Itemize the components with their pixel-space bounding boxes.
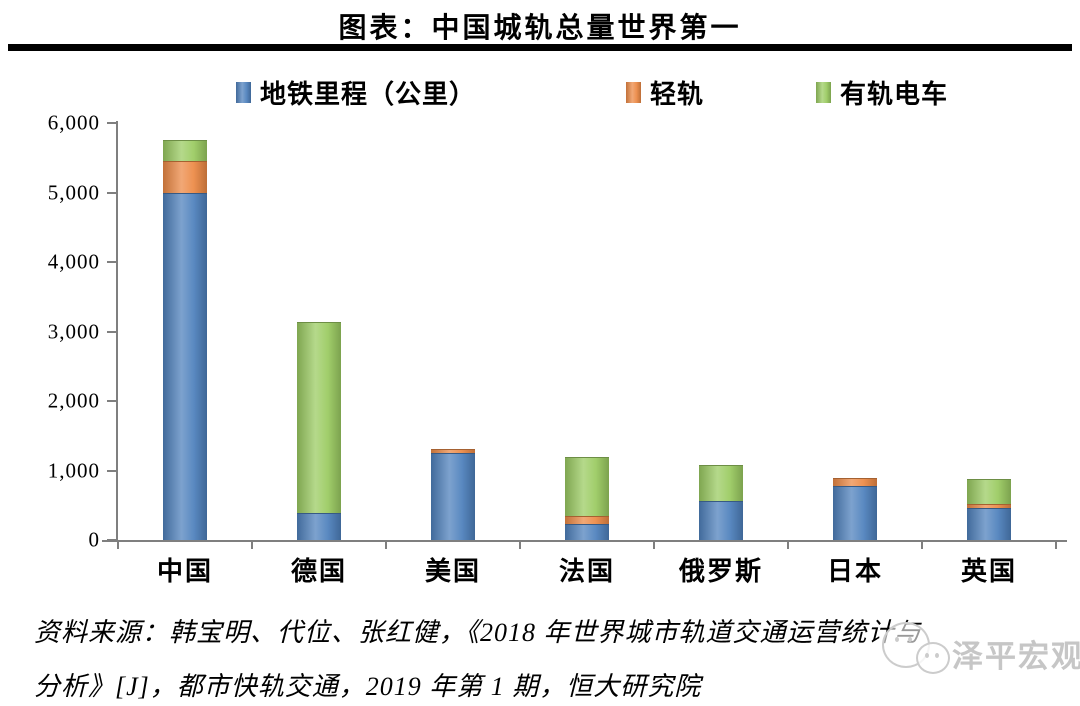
y-tick-label: 2,000	[47, 388, 100, 413]
title-divider	[8, 44, 1072, 51]
x-tick-mark	[519, 542, 521, 549]
y-tick-mark	[107, 261, 116, 263]
source-line-1: 资料来源：韩宝明、代位、张红健，《2018 年世界城市轨道交通运营统计与	[34, 618, 922, 647]
logo-eye-icon	[935, 653, 939, 658]
bar-segment-tram-4	[699, 464, 743, 502]
bar-segment-metro-6	[967, 508, 1011, 540]
y-tick-mark	[107, 191, 116, 194]
x-tick-mark	[251, 542, 253, 549]
y-tick-label: 3,000	[47, 319, 100, 343]
legend-label: 轻轨	[650, 80, 705, 109]
bar-segment-tram-6	[967, 478, 1011, 504]
logo-eye-icon	[925, 653, 929, 658]
x-tick-mark	[1055, 542, 1057, 549]
y-tick-label: 5,000	[47, 180, 100, 204]
bar-segment-tram-3	[565, 457, 609, 517]
x-category-label-4: 俄罗斯	[678, 557, 763, 586]
x-tick-mark	[117, 542, 119, 549]
y-tick-mark	[107, 539, 116, 541]
legend-item-2: 有轨电车	[816, 74, 948, 111]
x-tick-mark	[653, 542, 655, 549]
y-axis-labels: 0 1,000 2,000 3,000 4,000 5,000 6,000	[0, 111, 104, 552]
legend: 地铁里程（公里） 轻轨 有轨电车	[0, 74, 1080, 111]
y-tick-label: 6,000	[47, 110, 100, 135]
bar-segment-metro-4	[699, 501, 743, 540]
legend-label: 地铁里程（公里）	[260, 80, 477, 109]
bar-segment-lightrail-3	[565, 516, 609, 525]
x-axis-labels: 中国 德国 美国 法国 俄罗斯 日本 英国	[118, 551, 1065, 586]
bar-segment-metro-5	[833, 485, 877, 540]
y-tick-mark	[107, 469, 116, 472]
y-tick-label: 1,000	[47, 458, 100, 482]
bar-segment-tram-1	[297, 321, 341, 513]
chart-title: 图表：中国城轨总量世界第一	[338, 13, 742, 44]
legend-swatch-icon	[816, 82, 831, 103]
bar-segment-lightrail-5	[833, 478, 877, 486]
bar-segment-metro-2	[431, 453, 475, 540]
y-tick-mark	[107, 122, 116, 124]
bar-segment-metro-1	[297, 512, 341, 540]
x-axis-line	[102, 540, 1067, 542]
legend-swatch-icon	[626, 82, 641, 103]
legend-item-0: 地铁里程（公里）	[236, 74, 476, 111]
x-category-label-6: 英国	[960, 557, 1017, 586]
x-category-label-0: 中国	[156, 557, 213, 586]
plot-area	[102, 121, 1067, 549]
x-category-label-2: 美国	[424, 557, 481, 586]
y-tick-mark	[107, 400, 116, 402]
legend-item-1: 轻轨	[626, 74, 704, 111]
watermark-text: 泽平宏观	[952, 639, 1080, 674]
y-tick-label: 4,000	[47, 249, 100, 274]
y-tick-mark	[107, 330, 116, 333]
bar-segment-lightrail-0	[163, 161, 207, 193]
bar-segment-metro-0	[163, 192, 207, 540]
legend-label: 有轨电车	[840, 80, 949, 109]
bar-segment-lightrail-2	[431, 448, 475, 454]
x-category-label-1: 德国	[290, 557, 347, 586]
y-axis-line	[116, 121, 118, 540]
x-category-label-3: 法国	[558, 557, 615, 586]
bar-segment-lightrail-6	[967, 503, 1011, 509]
source-line-2: 分析》[J]，都市快轨交通，2019 年第 1 期，恒大研究院	[34, 672, 702, 701]
y-tick-label: 0	[88, 527, 100, 552]
x-tick-mark	[385, 542, 387, 549]
bar-segment-tram-0	[163, 139, 207, 162]
x-tick-mark	[921, 542, 923, 549]
x-tick-mark	[787, 542, 789, 549]
legend-swatch-icon	[236, 82, 251, 103]
bar-segment-metro-3	[565, 524, 609, 540]
x-category-label-5: 日本	[826, 557, 883, 586]
